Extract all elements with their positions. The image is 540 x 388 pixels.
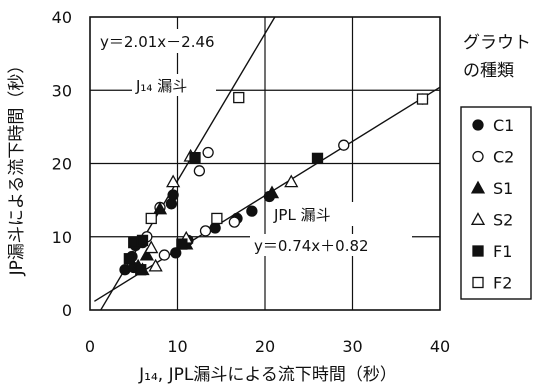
- legend-marker-c2: [472, 150, 484, 163]
- data-point-f1: [311, 152, 324, 165]
- data-point-c2: [199, 225, 212, 237]
- equation-jpl: y＝0.74x＋0.82: [254, 237, 369, 255]
- y-tick-label: 40: [52, 8, 72, 27]
- x-tick-labels: 0 10 20 30 40: [85, 337, 450, 356]
- data-point-c1: [170, 247, 182, 259]
- x-tick-label: 30: [342, 337, 362, 356]
- data-point-c2: [202, 146, 214, 159]
- x-tick-label: 20: [255, 337, 275, 356]
- label-j14-funnel: J₁₄ 漏斗: [135, 77, 187, 95]
- data-point-s1: [152, 201, 168, 215]
- y-tick-label: 20: [52, 155, 72, 174]
- x-axis-title: J₁₄, JPL漏斗による流下時間（秒）: [138, 365, 397, 385]
- data-point-c2: [158, 249, 171, 261]
- data-point-c1: [167, 189, 179, 201]
- data-point-f1: [135, 264, 147, 276]
- legend-label-c1: C1: [493, 116, 514, 135]
- legend-marker-s1: [470, 180, 486, 194]
- data-point-f2: [416, 93, 429, 105]
- legend-label-f1: F1: [493, 242, 512, 261]
- data-point-s1: [139, 247, 154, 261]
- legend-label-f2: F2: [493, 274, 512, 293]
- legend-marker-c1: [472, 119, 484, 131]
- legend-label-s1: S1: [493, 179, 513, 198]
- label-jpl-background: [270, 202, 370, 226]
- data-points: [119, 91, 429, 276]
- data-point-c2: [228, 216, 241, 228]
- data-point-f2: [233, 91, 245, 104]
- data-point-c1: [246, 205, 258, 217]
- eq-jpl-background: [250, 234, 412, 256]
- x-tick-label: 40: [430, 337, 450, 356]
- data-point-s2: [144, 240, 159, 254]
- legend-marker-s2: [470, 212, 486, 225]
- data-point-c1: [209, 222, 221, 234]
- legend-label-s2: S2: [493, 211, 513, 230]
- y-axis-title: JP漏斗による流下時間（秒）: [7, 57, 27, 277]
- data-point-s1: [264, 185, 280, 199]
- label-j14-background: [132, 74, 216, 96]
- data-point-f1: [136, 234, 149, 247]
- data-point-c2: [193, 165, 206, 177]
- data-point-f2: [145, 212, 157, 225]
- label-jpl-funnel: JPL 漏斗: [273, 206, 331, 224]
- y-tick-label: 0: [62, 301, 72, 320]
- y-tick-label: 30: [52, 81, 72, 100]
- data-point-s2: [166, 174, 181, 188]
- y-tick-labels: 0 10 20 30 40: [52, 8, 72, 320]
- grid-lines: [90, 17, 440, 310]
- y-tick-label: 10: [52, 228, 72, 247]
- legend-marker-f2: [472, 276, 484, 289]
- legend-title-line2: の種類: [463, 61, 514, 81]
- legend-title-line1: グラウト: [463, 33, 531, 53]
- legend-entries: C1 C2 S1 S2 F1 F2: [470, 116, 514, 293]
- data-point-f2: [211, 212, 223, 225]
- data-point-f1: [189, 151, 201, 164]
- x-tick-label: 10: [167, 337, 187, 356]
- eq-j14-background: [96, 29, 246, 53]
- data-point-s2: [284, 174, 299, 188]
- x-tick-label: 0: [85, 337, 95, 356]
- data-point-f1: [123, 253, 136, 265]
- equation-j14: y＝2.01x－2.46: [100, 33, 215, 51]
- data-point-c2: [338, 139, 350, 151]
- legend-box: [460, 106, 532, 300]
- data-point-s2: [148, 258, 163, 272]
- legend-label-c2: C2: [493, 148, 514, 167]
- legend-marker-f1: [472, 245, 484, 257]
- data-point-f1: [176, 238, 188, 250]
